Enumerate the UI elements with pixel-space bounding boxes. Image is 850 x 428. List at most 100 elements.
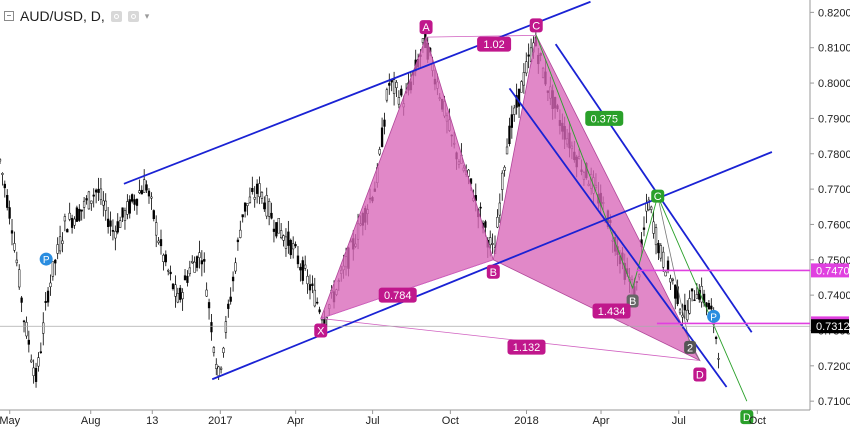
- candle-body: [308, 284, 312, 291]
- candle-body: [683, 304, 687, 311]
- candle-body: [654, 227, 658, 246]
- candle-body: [3, 183, 6, 189]
- candle-body: [520, 81, 523, 93]
- candle-body: [68, 212, 71, 220]
- candle-body: [695, 294, 699, 299]
- candle-body: [255, 183, 259, 194]
- candle-body: [681, 314, 684, 318]
- candle-body: [239, 229, 242, 238]
- settings-icon[interactable]: [110, 10, 122, 22]
- candle-body: [267, 201, 271, 217]
- candle-body: [193, 261, 196, 273]
- candle-body: [8, 207, 11, 219]
- candle-body: [469, 178, 473, 184]
- pattern-labels: X A B C D B C D 2 1.02 0.784 1.434 1.132 0.375 P P: [39, 18, 754, 425]
- candle-body: [222, 347, 225, 353]
- candle-body: [318, 309, 321, 313]
- candle-body: [275, 222, 278, 237]
- abcd-b-label: B: [626, 294, 639, 308]
- point-a-label-text: A: [422, 22, 430, 34]
- candle-body: [265, 195, 268, 217]
- y-tick-label: 0.7200: [818, 361, 850, 373]
- candle-body: [717, 357, 720, 360]
- candle-body: [116, 221, 119, 233]
- candle-body: [710, 305, 713, 310]
- candle-body: [272, 228, 276, 232]
- candle-body: [378, 149, 381, 155]
- candle-body: [508, 125, 511, 145]
- candle-body: [320, 318, 324, 321]
- close-icon[interactable]: [127, 10, 139, 22]
- candle-body: [200, 260, 204, 265]
- candle-body: [162, 254, 165, 262]
- candle-body: [70, 217, 74, 228]
- candle-body: [126, 201, 129, 215]
- candle-body: [236, 239, 240, 243]
- abcd-b-label-text: B: [629, 296, 636, 308]
- chevron-down-icon[interactable]: ▾: [144, 10, 150, 21]
- y-tick-label: 0.7900: [818, 113, 850, 125]
- candle-body: [241, 214, 244, 218]
- y-tick-label: 0.7400: [818, 290, 850, 302]
- ratio-1-02-label-box: [477, 36, 512, 52]
- candle-body: [99, 188, 103, 200]
- candle-body: [66, 229, 69, 233]
- candle-body: [18, 269, 21, 288]
- point-x-label: X: [314, 323, 328, 338]
- candle-body: [104, 200, 107, 211]
- candle-body: [246, 203, 249, 206]
- candle-body: [191, 260, 194, 264]
- collapse-icon[interactable]: [4, 11, 14, 21]
- price-flag-box: [811, 319, 849, 334]
- candle-body: [195, 256, 199, 268]
- candle-body: [292, 243, 295, 250]
- candle-body: [316, 301, 319, 304]
- candle-body: [395, 82, 398, 88]
- candle-body: [51, 261, 55, 277]
- candle-body: [114, 231, 117, 239]
- candle-body: [20, 297, 23, 303]
- candle-body: [75, 207, 79, 222]
- candle-body: [669, 278, 672, 283]
- candle-body: [183, 275, 187, 281]
- candle-body: [662, 251, 665, 268]
- candle-body: [164, 254, 167, 263]
- pivot-marker-text: P: [710, 312, 717, 323]
- point-x-label-text: X: [317, 325, 325, 337]
- y-tick-label: 0.7600: [818, 219, 850, 231]
- point-d-label-text: D: [696, 370, 704, 382]
- xd-ratio-line: [320, 318, 700, 361]
- abcd-projection: [535, 35, 748, 402]
- candle-body: [383, 119, 386, 127]
- x-tick-label: Oct: [442, 415, 459, 427]
- candle-body: [674, 284, 677, 299]
- candle-body: [323, 318, 326, 325]
- ratio-0-784-label-box: [378, 287, 417, 303]
- candle-body: [525, 61, 528, 74]
- candle-body: [311, 283, 314, 287]
- x-tick-label: 2017: [208, 415, 232, 427]
- candle-body: [289, 239, 292, 256]
- candle-body: [61, 240, 64, 244]
- candle-body: [645, 202, 648, 212]
- candle-body: [707, 303, 711, 310]
- candle-body: [392, 79, 396, 94]
- price-flag: 0.7312: [811, 319, 850, 334]
- abcd-c-label-text: C: [654, 191, 662, 203]
- chart-legend: AUD/USD, D, ▾: [4, 6, 149, 26]
- candle-body: [102, 200, 105, 206]
- candle-body: [169, 271, 172, 275]
- descending-channel-upper: [554, 43, 753, 333]
- symbol-title: AUD/USD, D,: [20, 8, 105, 24]
- candle-body: [263, 202, 266, 210]
- candle-body: [690, 288, 694, 292]
- y-tick-label: 0.7700: [818, 184, 850, 196]
- x-tick-label: Jul: [672, 415, 686, 427]
- point-c-label: C: [529, 18, 543, 33]
- candle-body: [693, 299, 696, 302]
- candle-body: [296, 255, 300, 265]
- candle-body: [128, 199, 131, 214]
- candle-body: [39, 351, 43, 353]
- candle-body: [243, 202, 247, 212]
